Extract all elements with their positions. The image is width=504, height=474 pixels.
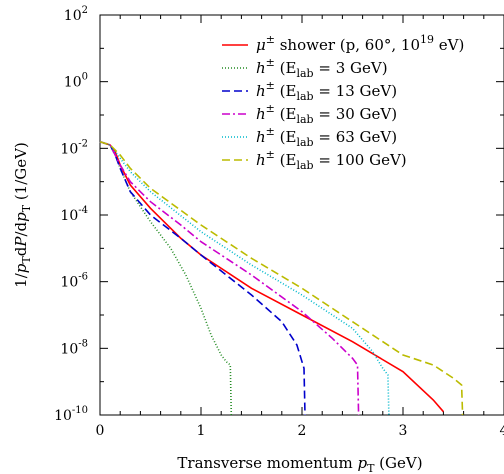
x-tick-label: 2: [298, 423, 307, 439]
legend-label-4: h± (Elab = 63 GeV): [256, 125, 397, 149]
legend-label-0: μ± shower (p, 60°, 1019 eV): [256, 33, 464, 54]
y-tick-label: 10-4: [60, 205, 88, 224]
series-line-4: [99, 140, 390, 416]
y-tick-label: 10-2: [60, 138, 88, 157]
series-line-5: [99, 140, 464, 416]
y-tick-label: 10-6: [60, 272, 88, 291]
series-group: [99, 140, 464, 416]
legend: μ± shower (p, 60°, 1019 eV)h± (Elab = 3 …: [222, 33, 464, 172]
y-tick-label: 100: [64, 72, 88, 91]
legend-label-5: h± (Elab = 100 GeV): [256, 148, 407, 172]
series-line-2: [99, 140, 306, 416]
x-tick-label: 3: [399, 423, 408, 439]
y-tick-label: 10-10: [54, 405, 88, 424]
legend-label-2: h± (Elab = 13 GeV): [256, 79, 397, 103]
x-axis-label: Transverse momentum pT (GeV): [177, 454, 422, 474]
series-line-0: [99, 140, 445, 413]
x-tick-label: 4: [500, 423, 504, 439]
legend-label-3: h± (Elab = 30 GeV): [256, 102, 397, 126]
x-tick-label: 1: [197, 423, 206, 439]
y-tick-label: 102: [64, 5, 88, 24]
x-tick-label: 0: [96, 423, 105, 439]
axis-ticks: 0 1 2 3 4 102 100 10-2 10-4 10-6 10-8 10-10: [54, 5, 504, 439]
legend-label-1: h± (Elab = 3 GeV): [256, 56, 388, 80]
y-tick-label: 10-8: [60, 338, 88, 357]
series-line-1: [99, 140, 233, 416]
series-line-3: [99, 140, 360, 416]
y-axis-label: 1/pTdP/dpT (1/GeV): [12, 142, 33, 288]
